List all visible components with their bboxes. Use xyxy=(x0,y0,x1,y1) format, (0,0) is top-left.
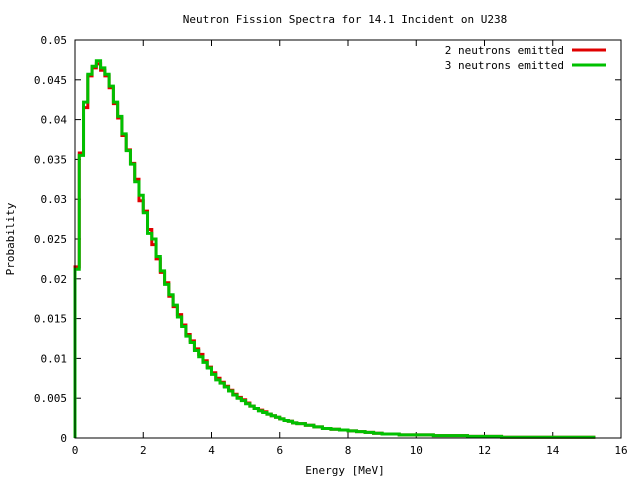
x-tick-label: 0 xyxy=(72,444,79,457)
x-tick-label: 2 xyxy=(140,444,147,457)
legend-label-1: 2 neutrons emitted xyxy=(445,44,564,57)
plot-frame xyxy=(74,39,622,439)
series-line-1 xyxy=(73,62,596,439)
legend: 2 neutrons emitted 3 neutrons emitted xyxy=(445,44,606,72)
y-tick-label: 0.01 xyxy=(41,352,68,365)
x-tick-label: 4 xyxy=(208,444,215,457)
plot-series xyxy=(73,59,596,439)
y-tick-label: 0.03 xyxy=(41,193,68,206)
y-tick-label: 0.035 xyxy=(34,153,67,166)
y-axis-label: Probability xyxy=(4,202,17,275)
axis-ticks: 0 2 4 6 8 10 12 14 16 0 0.005 0.01 0.015 0.02 0.025 0.0… xyxy=(34,34,628,457)
y-tick-label: 0.015 xyxy=(34,313,67,326)
x-tick-label: 14 xyxy=(546,444,560,457)
chart-title: Neutron Fission Spectra for 14.1 Inciden… xyxy=(183,13,508,26)
x-tick-label: 12 xyxy=(478,444,491,457)
series-line-2 xyxy=(73,59,596,439)
y-tick-label: 0.04 xyxy=(41,114,68,127)
y-tick-label: 0.025 xyxy=(34,233,67,246)
x-tick-label: 16 xyxy=(614,444,627,457)
legend-label-2: 3 neutrons emitted xyxy=(445,59,564,72)
x-axis-label: Energy [MeV] xyxy=(305,464,384,477)
x-tick-label: 6 xyxy=(276,444,283,457)
x-tick-label: 8 xyxy=(345,444,352,457)
y-tick-label: 0.045 xyxy=(34,74,67,87)
y-tick-label: 0.005 xyxy=(34,392,67,405)
y-tick-label: 0.02 xyxy=(41,273,68,286)
y-tick-label: 0 xyxy=(60,432,67,445)
y-tick-label: 0.05 xyxy=(41,34,68,47)
x-tick-label: 10 xyxy=(410,444,423,457)
